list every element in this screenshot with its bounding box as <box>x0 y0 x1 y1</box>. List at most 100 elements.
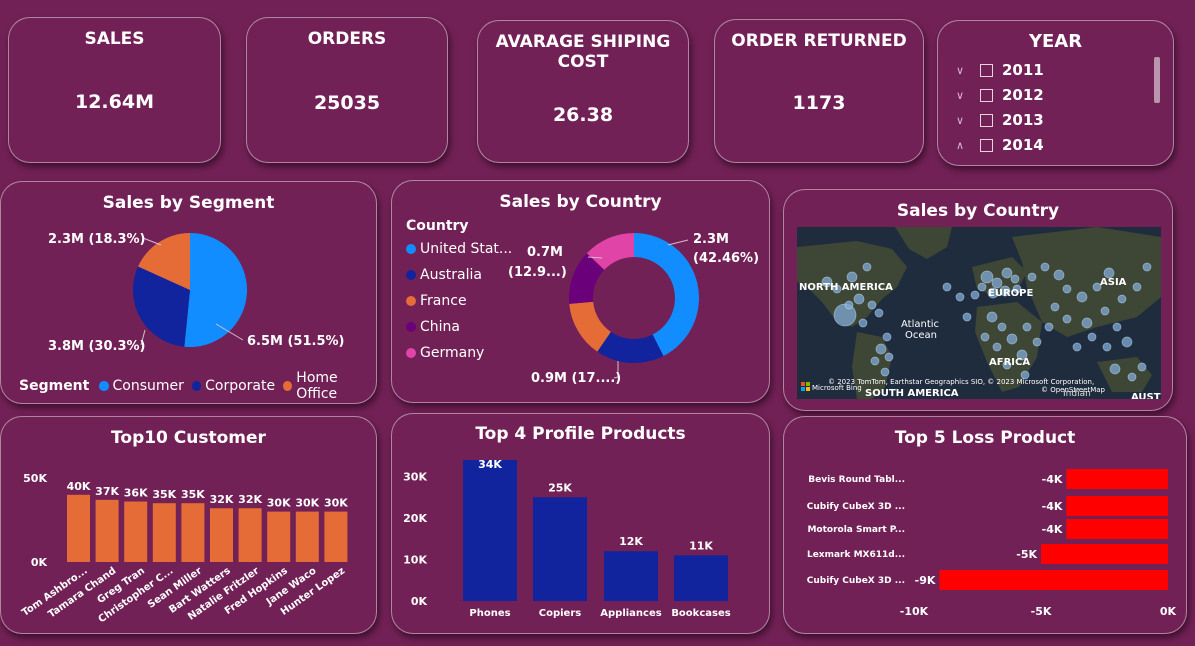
map-bubble <box>986 311 998 323</box>
chart-title: Sales by Segment <box>102 193 275 213</box>
map-bubble <box>942 282 952 292</box>
data-label: 6.5M (51.5%) <box>247 334 344 349</box>
leader-line <box>587 256 603 259</box>
data-label: 36K <box>124 487 148 500</box>
chevron-down-icon[interactable]: ∨ <box>956 63 965 77</box>
legend-item-germany[interactable]: Germany <box>406 345 484 361</box>
bar-6 <box>238 508 262 562</box>
map-bubble <box>1137 362 1147 372</box>
legend-item-china[interactable]: China <box>406 319 460 335</box>
kpi-card-returned: ORDER RETURNED 1173 <box>714 19 924 163</box>
legend-item-australia[interactable]: Australia <box>406 267 482 283</box>
bar-8 <box>295 511 319 562</box>
map-bubble <box>1100 306 1110 316</box>
legend-item-united-states[interactable]: United Stat... <box>406 241 512 257</box>
map-label-indian: Indian <box>1063 389 1091 399</box>
segment-pie-chart: 6.5M (51.5%) 3.8M (30.3%) 2.3M (18.3%) <box>48 232 344 354</box>
map-bubble <box>1001 267 1013 279</box>
map-bubble <box>867 300 877 310</box>
data-label: 2.3M (18.3%) <box>48 232 145 247</box>
checkbox[interactable] <box>980 138 993 152</box>
legend-label: Corporate <box>205 378 276 394</box>
kpi-card-orders: ORDERS 25035 <box>246 17 448 163</box>
slicer-title: YEAR <box>1028 31 1083 52</box>
map-bubbles <box>821 262 1152 382</box>
data-label: 25K <box>548 481 572 494</box>
map-bubble <box>1002 360 1012 370</box>
map-bubble <box>1050 302 1060 312</box>
data-label: 0.9M (17....) <box>531 371 621 386</box>
map-bubble <box>1127 372 1137 382</box>
data-label: 32K <box>238 493 262 506</box>
bar-9 <box>324 511 348 562</box>
checkbox[interactable] <box>980 88 993 102</box>
products-chart-card: Top 4 Profile Products 0K 10K 20K 30K 34K Pho… <box>391 413 770 634</box>
map-bubble <box>1109 363 1121 375</box>
slicer-item-2011[interactable]: ∨ 2011 <box>956 60 1044 80</box>
data-label: 11K <box>689 539 713 552</box>
map-bubble <box>1087 332 1097 342</box>
y-tick-label: 30K <box>403 471 427 484</box>
map-bubble <box>846 271 858 283</box>
country-donut-chart: 2.3M (42.46%) 0.9M (17....) 0.7M (12.9...) <box>508 232 759 386</box>
slicer-item-2014[interactable]: ∧ 2014 <box>956 135 1044 155</box>
map-bubble <box>1040 262 1050 272</box>
legend-dot <box>406 296 416 306</box>
y-tick-label: Motorola Smart P... <box>807 525 905 535</box>
slicer-item-2013[interactable]: ∨ 2013 <box>956 110 1044 130</box>
pie-slice-home-office <box>138 233 190 290</box>
map-bubble <box>977 282 987 292</box>
map-label-north-america: NORTH AMERICA <box>799 282 893 293</box>
map-bubble <box>880 367 890 377</box>
legend-title: Country <box>406 218 469 234</box>
slicer-item-2012[interactable]: ∨ 2012 <box>956 85 1044 105</box>
leader-line <box>142 237 162 246</box>
x-tick-label: Phones <box>469 608 510 619</box>
map-bubble <box>1142 262 1152 272</box>
slicer-item-label: 2014 <box>1002 136 1044 154</box>
map-bubble <box>987 287 999 299</box>
kpi-value: 12.64M <box>74 91 154 113</box>
map-label-south-america: SOUTH AMERICA <box>865 388 959 399</box>
checkbox[interactable] <box>980 113 993 127</box>
x-tick-label: 0K <box>1160 605 1177 618</box>
chevron-up-icon[interactable]: ∧ <box>956 138 965 152</box>
leader-line <box>613 361 619 379</box>
map-bubble <box>1121 336 1133 348</box>
map-bubble <box>997 322 1007 332</box>
data-label: 35K <box>181 488 205 501</box>
landmasses <box>797 227 1161 399</box>
bar-bookcases <box>674 555 728 601</box>
kpi-card-sales: SALES 12.64M <box>8 17 221 163</box>
map-bubble <box>1053 269 1065 281</box>
donut-slice-australia <box>597 331 664 363</box>
y-tick-label: 0K <box>411 595 428 608</box>
data-label: -4K <box>1042 473 1063 486</box>
y-tick-label: 20K <box>403 512 427 525</box>
chevron-down-icon[interactable]: ∨ <box>956 88 965 102</box>
chart-title: Sales by Country <box>499 192 662 212</box>
map-bubble <box>970 290 980 300</box>
map-bubble <box>832 284 842 294</box>
legend-item-france[interactable]: France <box>406 293 467 309</box>
slicer-scrollbar[interactable] <box>1154 57 1160 103</box>
leader-line <box>140 329 146 346</box>
map-bubble <box>1117 294 1127 304</box>
data-label: -4K <box>1042 523 1063 536</box>
x-tick-label: Bookcases <box>671 608 730 619</box>
pie-slice-consumer <box>184 233 247 347</box>
data-label: 0.7M <box>527 245 563 260</box>
map-bubble <box>870 356 880 366</box>
kpi-title-line2: COST <box>557 52 609 72</box>
sales-map[interactable]: NORTH AMERICA EUROPE ASIA Atlantic Ocean… <box>797 227 1161 399</box>
bar-7 <box>267 511 291 562</box>
data-label: 35K <box>152 488 176 501</box>
data-label: 34K <box>478 458 502 471</box>
landmass <box>797 241 907 327</box>
map-label-europe: EUROPE <box>988 288 1033 299</box>
checkbox[interactable] <box>980 63 993 77</box>
map-label-australia: AUST <box>1131 392 1161 399</box>
chevron-down-icon[interactable]: ∨ <box>956 113 965 127</box>
landmass <box>1012 227 1161 337</box>
map-bubble <box>1132 282 1142 292</box>
